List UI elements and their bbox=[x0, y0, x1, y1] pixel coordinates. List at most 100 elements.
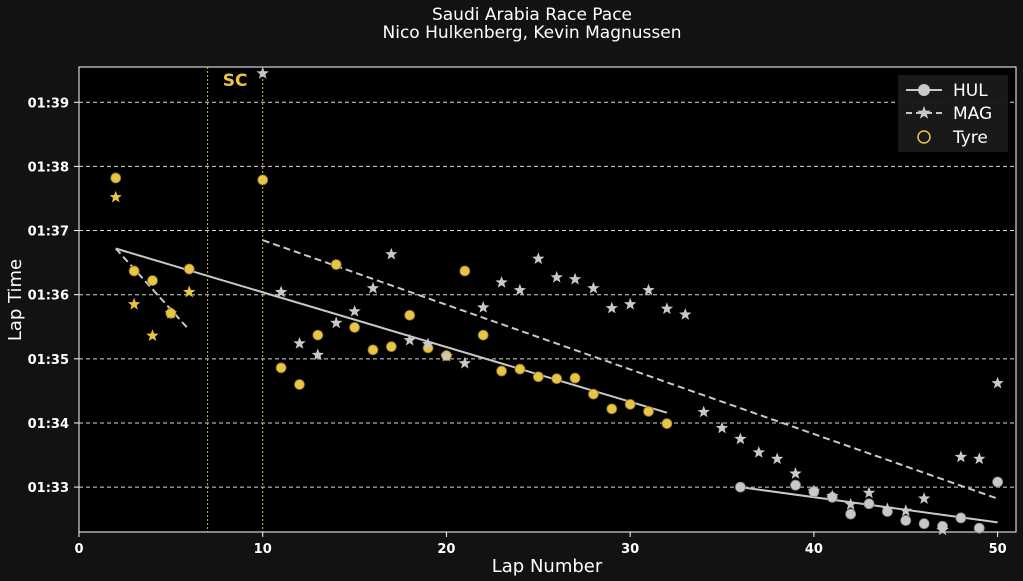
hul-lap-point bbox=[863, 498, 875, 510]
x-tick-label: 0 bbox=[74, 542, 83, 557]
hul-lap-point bbox=[275, 362, 287, 374]
mag-lap-point bbox=[366, 281, 380, 294]
mag-lap-point bbox=[679, 308, 692, 320]
mag-lap-point bbox=[311, 348, 324, 361]
hul-lap-point bbox=[294, 379, 305, 390]
mag-lap-point bbox=[991, 376, 1004, 389]
hul-lap-point bbox=[661, 418, 673, 430]
grid-lines bbox=[79, 101, 1016, 488]
hul-lap-point bbox=[110, 172, 122, 184]
hul-lap-point bbox=[790, 479, 801, 491]
mag-lap-point bbox=[440, 349, 453, 362]
mag-lap-point bbox=[899, 504, 912, 517]
x-tick-label: 30 bbox=[621, 542, 639, 557]
mag-lap-point bbox=[127, 297, 141, 310]
mag-lap-point bbox=[385, 247, 398, 260]
mag-lap-point bbox=[752, 446, 765, 458]
mag-lap-point bbox=[642, 283, 655, 296]
y-tick-label: 01:34 bbox=[28, 417, 69, 432]
hul-lap-point bbox=[845, 508, 857, 520]
hul-lap-point bbox=[496, 365, 507, 377]
hul-lap-point bbox=[992, 476, 1004, 488]
mag-lap-point bbox=[844, 497, 857, 510]
x-axis-label: Lap Number bbox=[492, 556, 603, 577]
mag-lap-point bbox=[183, 285, 196, 298]
chart-subtitle: Nico Hulkenberg, Kevin Magnussen bbox=[383, 23, 682, 43]
mag-trend-line bbox=[262, 239, 998, 500]
legend-label-tyre: Tyre bbox=[952, 128, 988, 148]
mag-lap-point bbox=[936, 523, 949, 536]
hul-lap-point bbox=[900, 515, 912, 526]
mag-lap-point bbox=[862, 486, 876, 499]
mag-lap-point bbox=[256, 66, 269, 79]
hul-lap-point bbox=[551, 373, 563, 385]
mag-lap-point bbox=[274, 285, 288, 298]
hul-lap-point bbox=[367, 344, 379, 356]
hul-lap-point bbox=[918, 518, 930, 530]
hul-lap-point bbox=[643, 406, 654, 417]
mag-lap-point bbox=[789, 467, 802, 479]
hul-lap-point bbox=[147, 275, 158, 286]
hul-lap-point bbox=[459, 265, 471, 277]
mag-lap-point bbox=[715, 421, 729, 434]
mag-lap-point bbox=[495, 276, 508, 288]
hul-lap-point bbox=[385, 341, 397, 353]
mag-lap-point bbox=[697, 405, 710, 418]
y-tick-label: 01:33 bbox=[28, 481, 69, 496]
y-tick-label: 01:37 bbox=[28, 225, 69, 240]
mag-lap-point bbox=[513, 283, 527, 296]
mag-lap-point bbox=[477, 301, 490, 313]
hul-lap-point bbox=[312, 329, 324, 341]
hul-lap-point bbox=[606, 403, 618, 415]
y-tick-label: 01:35 bbox=[28, 353, 69, 368]
mag-trend-line bbox=[115, 247, 190, 331]
hul-lap-point bbox=[349, 321, 360, 333]
y-tick-label: 01:39 bbox=[28, 96, 69, 111]
hul-lap-point bbox=[257, 174, 269, 186]
safety-car-annotation: SC bbox=[223, 71, 248, 91]
y-axis-label: Lap Time bbox=[5, 259, 26, 341]
x-tick-label: 20 bbox=[437, 542, 455, 557]
mag-lap-point bbox=[550, 270, 563, 283]
mag-lap-point bbox=[973, 452, 986, 465]
hul-lap-point bbox=[330, 259, 342, 270]
axis-ticks: 01:33 01:34 01:35 01:36 01:37 01:38 01:39 0 10 20… bbox=[28, 96, 1007, 557]
mag-lap-point bbox=[421, 337, 435, 350]
mag-lap-point bbox=[954, 450, 968, 463]
x-tick-label: 10 bbox=[254, 542, 272, 557]
mag-lap-point bbox=[293, 336, 306, 349]
mag-lap-point bbox=[734, 432, 747, 445]
mag-lap-point bbox=[146, 329, 159, 341]
x-tick-label: 50 bbox=[989, 542, 1007, 557]
mag-lap-point bbox=[403, 333, 416, 346]
legend-marker-mag bbox=[917, 106, 931, 119]
mag-lap-point bbox=[532, 252, 545, 264]
mag-lap-point bbox=[660, 302, 674, 315]
legend: HUL MAG Tyre bbox=[898, 75, 1008, 152]
x-tick-label: 40 bbox=[805, 542, 823, 557]
mag-lap-point bbox=[348, 304, 361, 317]
lap-points bbox=[109, 66, 1004, 536]
hul-lap-point bbox=[477, 329, 489, 341]
legend-marker-hul bbox=[918, 84, 930, 96]
safety-car-lines bbox=[207, 67, 264, 532]
mag-lap-point bbox=[109, 190, 122, 203]
mag-lap-point bbox=[826, 489, 839, 502]
legend-label-mag: MAG bbox=[953, 104, 992, 124]
mag-lap-point bbox=[587, 281, 600, 294]
hul-lap-point bbox=[569, 372, 581, 384]
mag-lap-point bbox=[330, 316, 343, 329]
y-tick-label: 01:36 bbox=[28, 289, 69, 304]
plot-area bbox=[78, 66, 1017, 533]
hul-lap-point bbox=[183, 263, 195, 275]
hul-lap-point bbox=[532, 371, 544, 383]
hul-lap-point bbox=[973, 522, 985, 534]
mag-lap-point bbox=[807, 484, 821, 497]
chart-title: Saudi Arabia Race Pace bbox=[432, 5, 632, 25]
mag-lap-point bbox=[568, 272, 582, 285]
hul-lap-point bbox=[128, 265, 140, 277]
hul-lap-point bbox=[955, 512, 967, 524]
mag-lap-point bbox=[458, 356, 471, 369]
mag-lap-point bbox=[881, 502, 894, 515]
